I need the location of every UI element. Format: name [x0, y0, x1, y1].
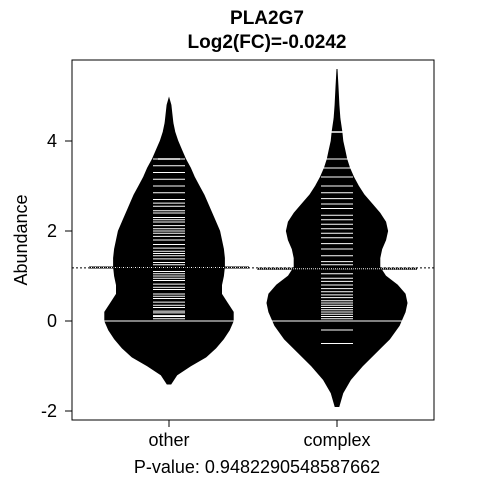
y-tick-label: 4	[47, 131, 57, 151]
chart-subtitle: Log2(FC)=-0.0242	[188, 32, 347, 53]
y-tick-label: 2	[47, 221, 57, 241]
plot-frame	[71, 59, 435, 421]
y-tick-label: -2	[41, 401, 57, 421]
x-tick-label: other	[148, 430, 189, 450]
y-tick-label: 0	[47, 311, 57, 331]
chart-title: PLA2G7	[230, 8, 304, 29]
x-axis: other complex	[148, 420, 371, 450]
y-axis: -2 0 2 4	[41, 131, 72, 421]
bean-other	[104, 96, 234, 385]
x-axis-label: P-value: 0.9482290548587662	[134, 457, 380, 477]
plot-area	[72, 68, 434, 407]
y-axis-label: Abundance	[11, 194, 31, 285]
x-tick-label: complex	[303, 430, 370, 450]
